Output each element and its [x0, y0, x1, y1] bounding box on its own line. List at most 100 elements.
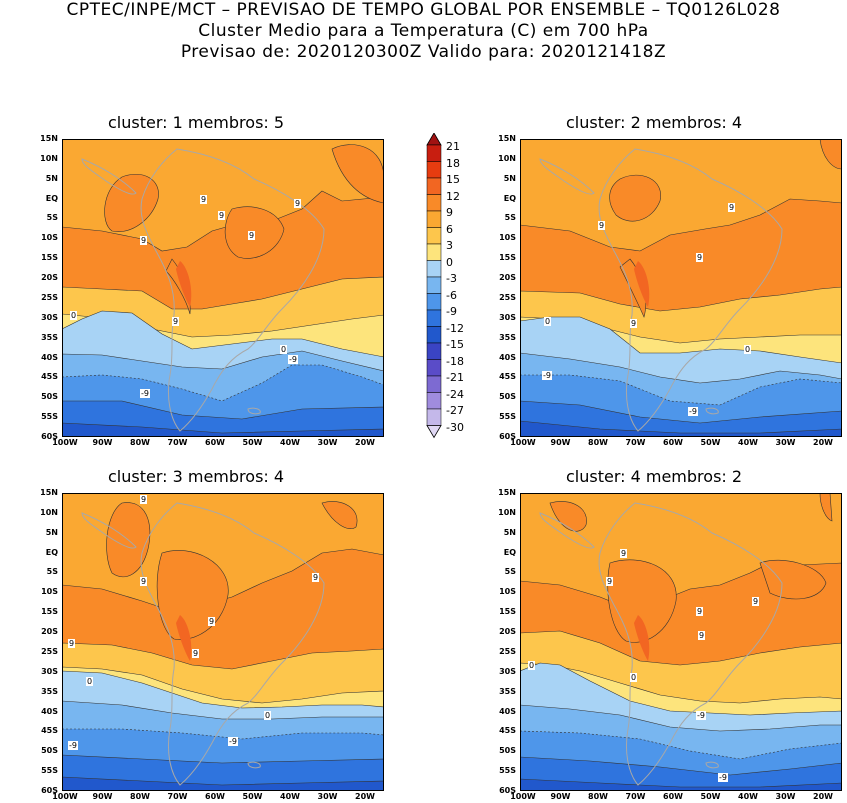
lat-tick-label: 10N — [498, 153, 516, 163]
lat-tick-label: 5S — [504, 567, 516, 577]
contour-label: 0 — [630, 673, 638, 682]
colorbar-swatch — [426, 326, 442, 344]
lon-tick-label: 60W — [205, 792, 225, 801]
band-minus15-minus12 — [62, 776, 384, 791]
contour-label: 9 — [728, 203, 736, 212]
contour-label: 0 — [280, 345, 288, 354]
south-america-outline — [140, 148, 325, 432]
colorbar-swatch — [426, 210, 442, 228]
colorbar-label: 9 — [446, 206, 453, 219]
warm-blob-9-12 — [819, 493, 833, 522]
lat-tick-label: 50S — [41, 392, 58, 402]
colorbar-swatch — [426, 375, 442, 393]
colorbar-label: -30 — [446, 420, 464, 434]
lat-tick-label: 25S — [499, 646, 516, 656]
colorbar-swatch — [426, 309, 442, 327]
band-minus12-minus9 — [520, 400, 842, 437]
lon-tick-label: 30W — [775, 792, 796, 801]
colorbar-label: 0 — [446, 255, 453, 269]
lat-tick-label: EQ — [503, 193, 516, 203]
band-12-15 — [634, 615, 650, 661]
forecast-dates: Previsao de: 2020120300Z Valido para: 20… — [180, 42, 667, 62]
temperature-map — [520, 493, 842, 791]
contour-label: 9 — [208, 617, 216, 626]
band-12-15 — [176, 261, 192, 307]
lat-tick-label: 10S — [499, 587, 516, 597]
colorbar-bottom-arrow — [426, 425, 442, 439]
lon-tick-label: 40W — [738, 438, 758, 447]
lat-tick-label: 20S — [41, 273, 58, 283]
lat-tick-label: 45S — [41, 726, 58, 736]
lon-tick-label: 30W — [317, 792, 338, 801]
colorbar-swatch — [426, 342, 442, 360]
lon-tick-label: 70W — [167, 792, 188, 801]
lon-tick-label: 100W — [52, 438, 78, 447]
contour-label: -9 — [68, 741, 78, 750]
lon-tick-label: 80W — [588, 792, 608, 801]
contour-label: 9 — [630, 319, 638, 328]
central-america-outline — [539, 158, 595, 195]
lon-tick-label: 50W — [242, 438, 263, 447]
lat-tick-label: 25S — [41, 292, 58, 302]
contour-label: 9 — [312, 573, 320, 582]
lat-tick-label: 35S — [499, 686, 516, 696]
lat-tick-label: 45S — [41, 372, 58, 382]
lon-tick-label: 70W — [625, 792, 646, 801]
colorbar-label: 3 — [446, 239, 453, 252]
map-frame — [62, 139, 384, 437]
lat-tick-label: 15N — [40, 134, 58, 143]
colorbar-swatch — [426, 293, 442, 311]
lat-tick-label: 55S — [41, 766, 58, 776]
lon-tick-label: 70W — [167, 438, 188, 447]
warm-blob-9-12 — [331, 144, 384, 204]
lat-tick-label: EQ — [45, 193, 58, 203]
colorbar-swatch — [426, 260, 442, 278]
colorbar-swatch — [426, 144, 442, 162]
contour-label: -9 — [288, 355, 298, 364]
lat-tick-label: 10S — [499, 233, 516, 243]
contour-label: 9 — [620, 549, 628, 558]
colorbar-label: -18 — [446, 354, 464, 368]
map-panel-cluster-3: 9 9 9 9 9 9 0 0 -9 -9 15N 10N 5N EQ 5S 10S 15S 20S 25S 30S 3… — [40, 488, 384, 801]
lat-tick-label: 10S — [41, 233, 58, 243]
lat-tick-label: 60S — [41, 786, 58, 795]
lon-tick-label: 80W — [130, 792, 150, 801]
lat-tick-label: 5N — [45, 527, 58, 537]
temperature-map — [520, 139, 842, 437]
lon-tick-label: 90W — [92, 792, 113, 801]
lat-tick-label: EQ — [45, 547, 58, 557]
lat-tick-label: 30S — [499, 666, 516, 676]
lat-tick-label: 20S — [499, 627, 516, 637]
lon-tick-label: 50W — [242, 792, 263, 801]
colorbar-label: 21 — [446, 140, 460, 153]
colorbar-label: -3 — [446, 272, 457, 285]
contour-label: 9 — [192, 649, 200, 658]
lon-tick-label: 80W — [588, 438, 608, 447]
lat-tick-label: 40S — [41, 706, 58, 716]
colorbar-label: -9 — [446, 305, 457, 318]
contour-label: -9 — [228, 737, 238, 746]
lat-tick-label: EQ — [503, 547, 516, 557]
colorbar-swatch — [426, 359, 442, 377]
colorbar-label: 18 — [446, 156, 460, 170]
south-america-outline — [140, 502, 325, 786]
contour-label: 9 — [598, 221, 606, 230]
colorbar-label: 15 — [446, 173, 460, 186]
colorbar-top-arrow — [426, 132, 442, 146]
colorbar-label: -24 — [446, 387, 464, 401]
lon-tick-label: 60W — [663, 438, 683, 447]
lat-tick-label: 30S — [41, 666, 58, 676]
temperature-map — [62, 139, 384, 437]
panel-3-title: cluster: 3 membros: 4 — [108, 467, 285, 486]
lon-tick-label: 40W — [738, 792, 758, 801]
lon-tick-label: 60W — [205, 438, 225, 447]
figure-subtitle: Cluster Medio para a Temperatura (C) em … — [198, 21, 649, 41]
band-minus15-minus12 — [520, 420, 842, 437]
lat-tick-label: 45S — [499, 372, 516, 382]
warm-blob-9-12 — [819, 139, 842, 170]
contour-label: -9 — [140, 389, 150, 398]
lat-tick-label: 55S — [41, 412, 58, 422]
lat-tick-label: 60S — [499, 786, 516, 795]
contour-label: 0 — [544, 317, 552, 326]
lat-tick-label: 45S — [499, 726, 516, 736]
